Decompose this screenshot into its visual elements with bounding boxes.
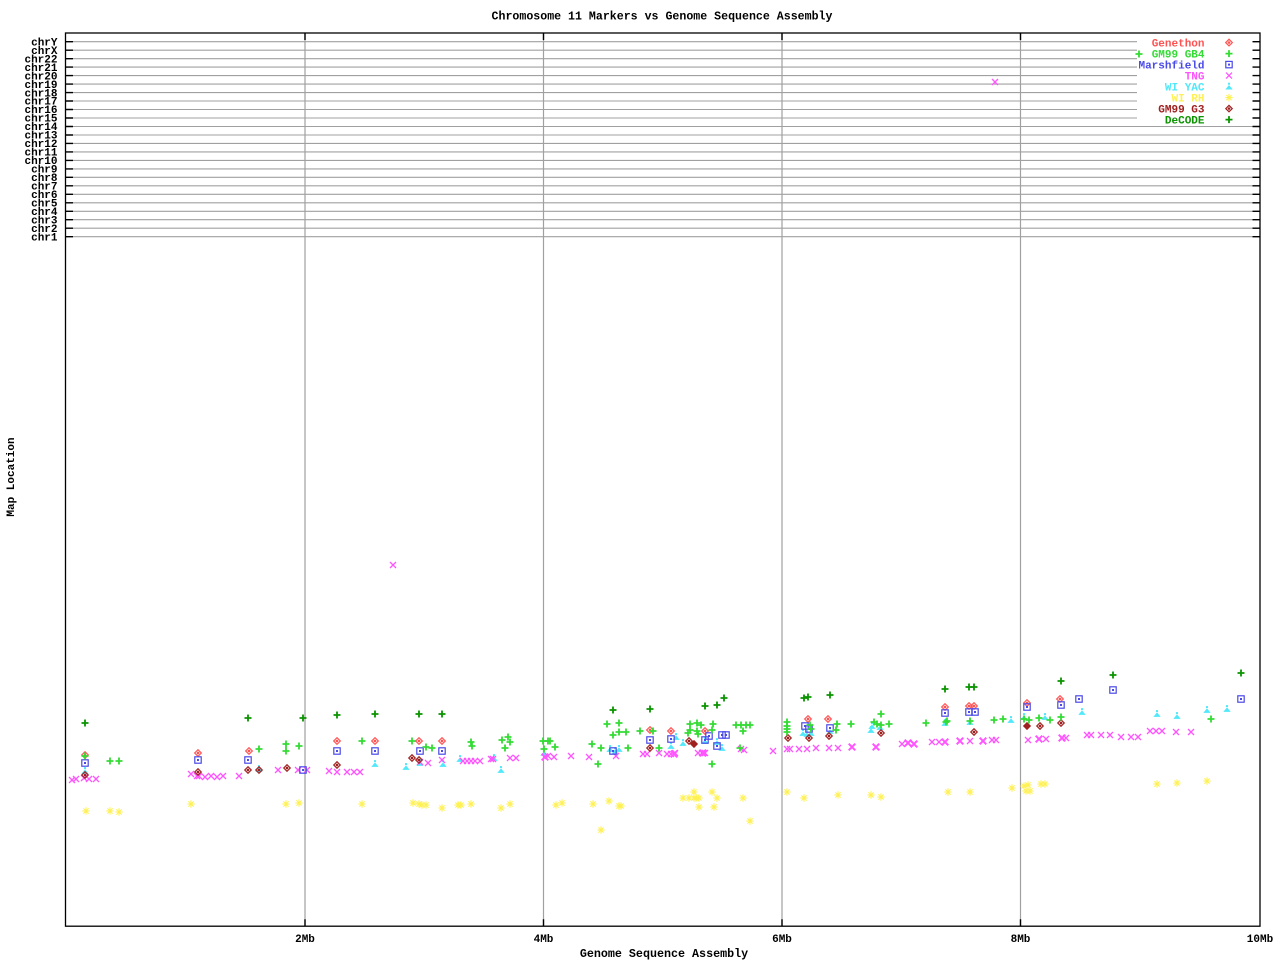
svg-text:chr6: chr6 [31,190,57,202]
svg-text:WI YAC: WI YAC [1165,82,1205,94]
svg-text:chr21: chr21 [24,63,57,75]
svg-text:TNG: TNG [1185,71,1205,83]
svg-text:chr4: chr4 [31,207,58,219]
svg-text:chr2: chr2 [31,224,57,236]
svg-text:chr1: chr1 [31,232,58,244]
svg-text:chr17: chr17 [24,97,57,109]
svg-text:chr13: chr13 [24,131,57,143]
svg-text:chr18: chr18 [24,88,57,100]
svg-text:chr12: chr12 [24,139,57,151]
svg-text:chr15: chr15 [24,114,57,126]
svg-text:chr22: chr22 [24,54,57,66]
svg-text:WI RH: WI RH [1171,93,1204,105]
svg-text:chr20: chr20 [24,71,57,83]
svg-text:GM99 GB4: GM99 GB4 [1152,49,1205,61]
svg-text:chr9: chr9 [31,165,57,177]
svg-text:GM99 G3: GM99 G3 [1158,104,1205,116]
svg-text:2Mb: 2Mb [295,934,315,946]
svg-text:chr14: chr14 [24,122,57,134]
svg-text:Map Location: Map Location [6,437,18,516]
svg-text:chr5: chr5 [31,199,58,211]
svg-text:chrY: chrY [31,37,58,49]
svg-text:chr3: chr3 [31,215,58,227]
svg-text:chrX: chrX [31,46,58,58]
svg-text:chr7: chr7 [31,182,57,194]
svg-text:chr8: chr8 [31,173,58,185]
svg-text:chr19: chr19 [24,80,57,92]
svg-text:chr16: chr16 [24,105,57,117]
svg-text:Genethon: Genethon [1152,38,1205,50]
svg-text:Genome Sequence Assembly: Genome Sequence Assembly [580,947,748,960]
svg-text:Marshfield: Marshfield [1138,60,1204,72]
svg-text:Chromosome 11 Markers vs Genom: Chromosome 11 Markers vs Genome Sequence… [492,11,833,24]
svg-text:chr10: chr10 [24,156,57,168]
svg-text:8Mb: 8Mb [1011,934,1031,946]
svg-text:chr11: chr11 [24,148,57,160]
svg-text:4Mb: 4Mb [534,934,554,946]
svg-text:6Mb: 6Mb [772,934,792,946]
svg-text:10Mb: 10Mb [1247,934,1274,946]
svg-text:DeCODE: DeCODE [1165,115,1205,127]
